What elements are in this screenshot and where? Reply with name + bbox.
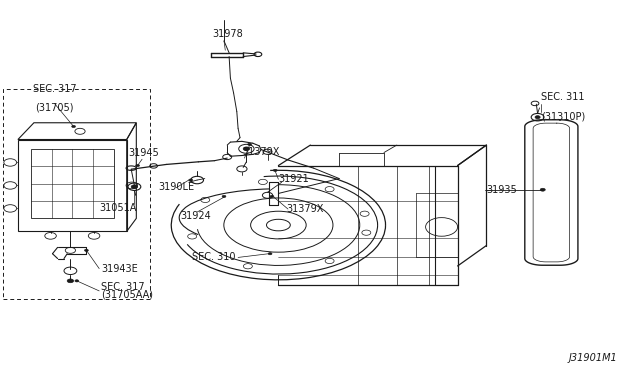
Circle shape [75,280,79,282]
Text: SEC. 310: SEC. 310 [192,253,236,262]
Circle shape [270,195,274,198]
Text: SEC. 311: SEC. 311 [541,92,584,102]
Text: (31705AA): (31705AA) [101,290,153,299]
Circle shape [72,125,76,128]
Text: 3190LE: 3190LE [158,182,194,192]
Text: J31901M1: J31901M1 [569,353,618,363]
Circle shape [189,179,193,181]
Circle shape [136,164,140,167]
Text: 31945: 31945 [129,148,159,158]
Circle shape [222,195,226,198]
Text: 31978: 31978 [212,29,243,39]
Text: 31935: 31935 [486,185,517,195]
Bar [3,89,150,299]
Circle shape [535,116,540,119]
Text: SEC. 317: SEC. 317 [33,84,76,94]
Circle shape [84,249,88,251]
Circle shape [243,147,250,151]
Circle shape [273,169,277,171]
Circle shape [67,279,74,283]
Text: SEC. 317: SEC. 317 [101,282,145,292]
Text: 31924: 31924 [180,211,211,221]
Text: 31051A: 31051A [100,203,137,213]
Circle shape [540,188,545,191]
Bar [31,149,114,218]
Circle shape [248,143,252,145]
Text: 31921: 31921 [278,174,309,184]
Text: 31379X: 31379X [242,147,279,157]
Circle shape [268,253,272,255]
Text: 31379X: 31379X [287,204,324,214]
Text: (31310P): (31310P) [541,112,585,122]
Text: 31943E: 31943E [101,264,138,273]
Circle shape [131,185,138,189]
Text: (31705): (31705) [35,102,74,112]
